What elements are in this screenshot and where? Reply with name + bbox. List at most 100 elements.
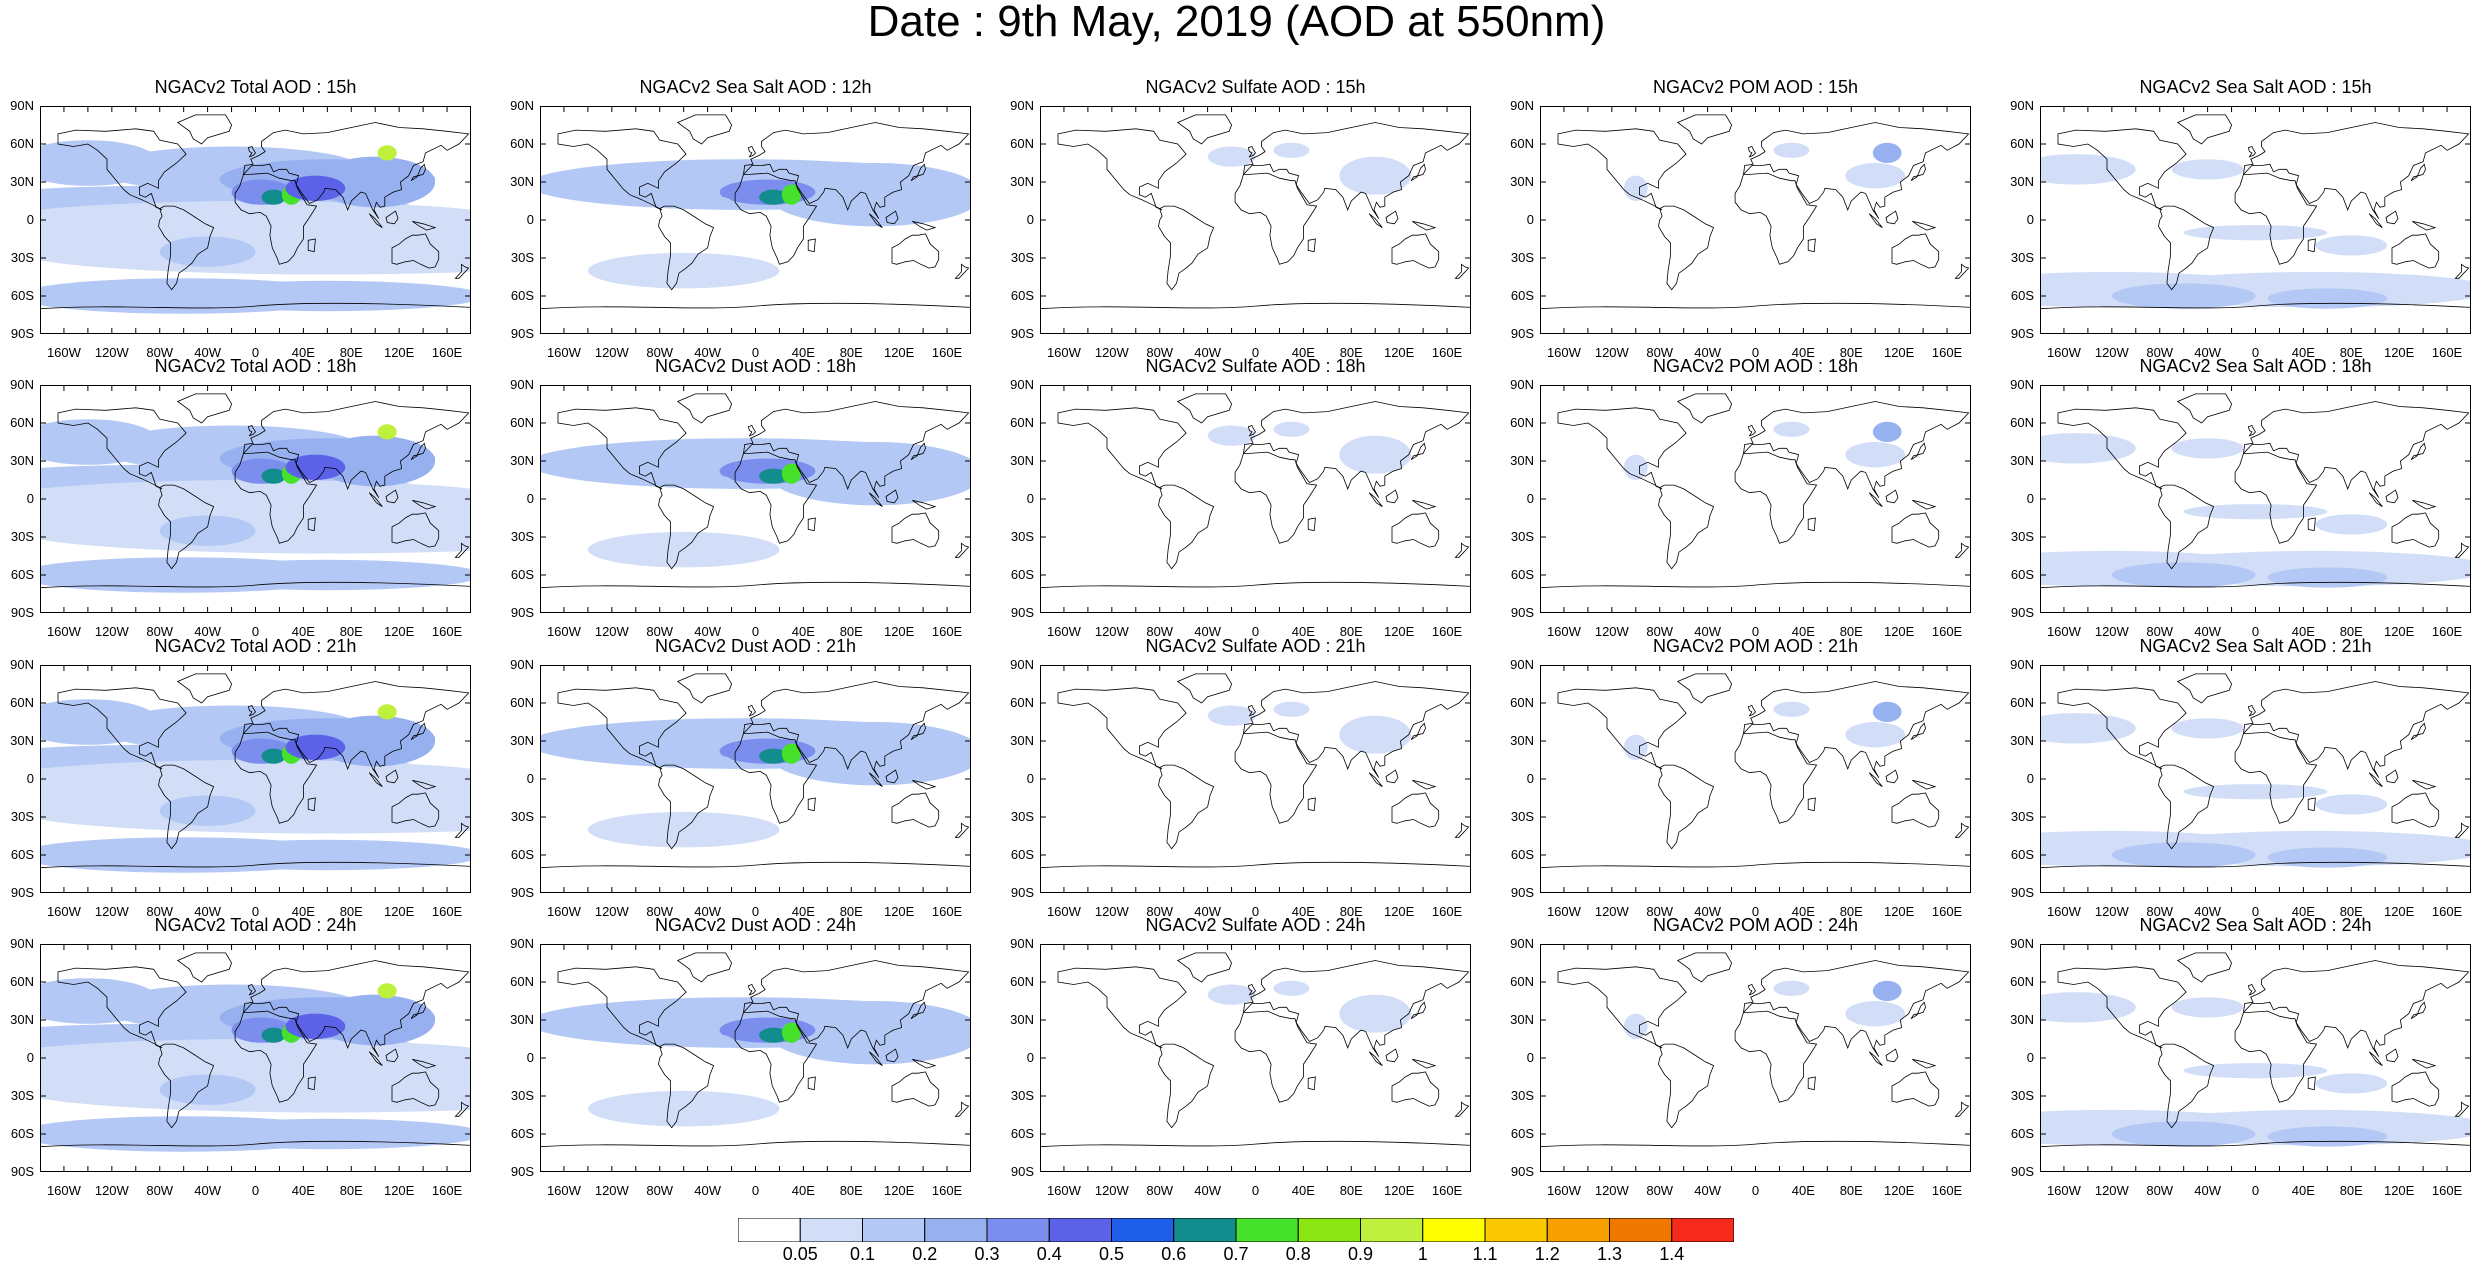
coastline: [1242, 681, 1470, 778]
aerosol-field: [261, 1027, 286, 1043]
lon-tick-label: 80W: [1146, 624, 1174, 639]
lat-tick-label: 90S: [1010, 605, 1034, 620]
coastline: [40, 581, 471, 589]
coastline: [1368, 772, 1383, 787]
coastline: [368, 1051, 383, 1066]
coastline: [1158, 205, 1215, 291]
coastline: [2307, 517, 2316, 532]
lat-tick-label: 90S: [2010, 885, 2034, 900]
coastline: [1868, 772, 1883, 787]
lon-tick-label: 160W: [46, 624, 81, 639]
lon-tick-label: 120W: [94, 904, 129, 919]
coastline: [1910, 442, 1926, 461]
world-map: [40, 385, 471, 613]
lat-tick-label: 60S: [510, 567, 534, 582]
lon-tick-label: 160E: [931, 624, 963, 639]
lon-tick-label: 120W: [94, 345, 129, 360]
lon-tick-label: 80W: [1146, 904, 1174, 919]
lat-tick-label: 90N: [2010, 657, 2034, 672]
coastline: [234, 731, 318, 824]
coastline: [2391, 512, 2440, 548]
coastline: [742, 122, 970, 219]
world-map: [1540, 665, 1971, 893]
lon-tick-label: 160E: [1431, 904, 1463, 919]
aerosol-field: [781, 743, 801, 764]
lat-tick-label: 60N: [510, 974, 534, 989]
lat-tick-label: 30S: [1010, 529, 1034, 544]
aerosol-field: [377, 983, 397, 999]
lon-tick-label: 80W: [146, 345, 174, 360]
map-panel: NGACv2 Sulfate AOD : 18h 90N 60N 30N 0 30S 60S…: [1010, 356, 1471, 639]
coastline: [247, 424, 257, 437]
world-map: [1040, 106, 1471, 334]
coastline: [454, 263, 470, 279]
lat-tick-label: 0: [526, 1050, 534, 1065]
lon-tick-label: 120E: [2383, 1183, 2415, 1198]
lat-tick-label: 0: [526, 491, 534, 506]
lon-tick-label: 160W: [1546, 345, 1581, 360]
lon-tick-label: 160W: [1546, 904, 1581, 919]
world-map: [2040, 665, 2471, 893]
lat-tick-label: 30S: [2010, 250, 2034, 265]
figure-title: Date : 9th May, 2019 (AOD at 550nm): [867, 0, 1606, 46]
aerosol-field: [315, 156, 436, 208]
lon-tick-label: 40E: [791, 624, 815, 639]
coastline: [1247, 424, 1257, 437]
lat-tick-label: 60S: [1010, 1126, 1034, 1141]
colorbar-label: 0.5: [1098, 1244, 1125, 1264]
coastline: [1910, 1001, 1926, 1020]
lat-tick-label: 30N: [2010, 733, 2034, 748]
lat-tick-label: 60N: [1010, 136, 1034, 151]
coastline: [2368, 1051, 2383, 1066]
lon-tick-label: 120W: [2094, 904, 2129, 919]
lat-tick-label: 0: [26, 1050, 34, 1065]
coastline: [1557, 966, 1687, 1049]
coastline: [2057, 128, 2187, 211]
lon-tick-label: 120W: [594, 345, 629, 360]
coastline: [368, 492, 383, 507]
coastline: [2368, 772, 2383, 787]
coastline: [2176, 393, 2233, 424]
world-map: [1540, 944, 1971, 1172]
lat-tick-label: 90S: [10, 1164, 34, 1179]
lat-tick-label: 30S: [1510, 250, 1534, 265]
lon-tick-label: 160W: [546, 904, 581, 919]
coastline: [1742, 122, 1970, 219]
lat-tick-label: 90N: [510, 936, 534, 951]
coastline: [242, 122, 470, 219]
aerosol-field: [2111, 1121, 2256, 1147]
coastline: [2307, 238, 2316, 253]
coastline: [176, 114, 233, 145]
lon-tick-label: 160W: [1046, 1183, 1081, 1198]
colorbar-swatch: [986, 1218, 1050, 1242]
aerosol-field: [159, 795, 256, 826]
coastline: [1247, 983, 1257, 996]
coastline: [2412, 499, 2437, 510]
lon-tick-label: 80E: [1839, 1183, 1863, 1198]
aerosol-field: [1845, 722, 1906, 748]
lat-tick-label: 30S: [10, 809, 34, 824]
lat-tick-label: 90N: [1010, 98, 1034, 113]
lat-tick-label: 90S: [1010, 326, 1034, 341]
lon-tick-label: 120W: [1094, 904, 1129, 919]
lon-tick-label: 0: [1251, 1183, 1260, 1198]
lat-tick-label: 60N: [510, 695, 534, 710]
lon-tick-label: 0: [751, 1183, 760, 1198]
aerosol-field: [377, 424, 397, 440]
coastline: [1891, 233, 1940, 269]
coastline: [1742, 960, 1970, 1057]
colorbar-label: 1.4: [1659, 1244, 1685, 1264]
coastline: [2158, 1043, 2215, 1129]
lon-tick-label: 80E: [339, 624, 363, 639]
aerosol-field: [1845, 163, 1906, 189]
aerosol-field: [285, 1013, 346, 1039]
lat-tick-label: 60S: [1510, 288, 1534, 303]
coastline: [557, 407, 687, 490]
lat-tick-label: 90S: [1510, 326, 1534, 341]
panel-title: NGACv2 POM AOD : 21h: [1652, 636, 1859, 656]
lat-tick-label: 30S: [1510, 1088, 1534, 1103]
lat-tick-label: 30N: [10, 174, 34, 189]
map-panel: NGACv2 Total AOD : 15h 90N 60N 30N 0 30S 60S 90…: [10, 77, 471, 360]
panel-title: NGACv2 Sea Salt AOD : 18h: [2139, 356, 2372, 376]
lon-tick-label: 160W: [46, 1183, 81, 1198]
